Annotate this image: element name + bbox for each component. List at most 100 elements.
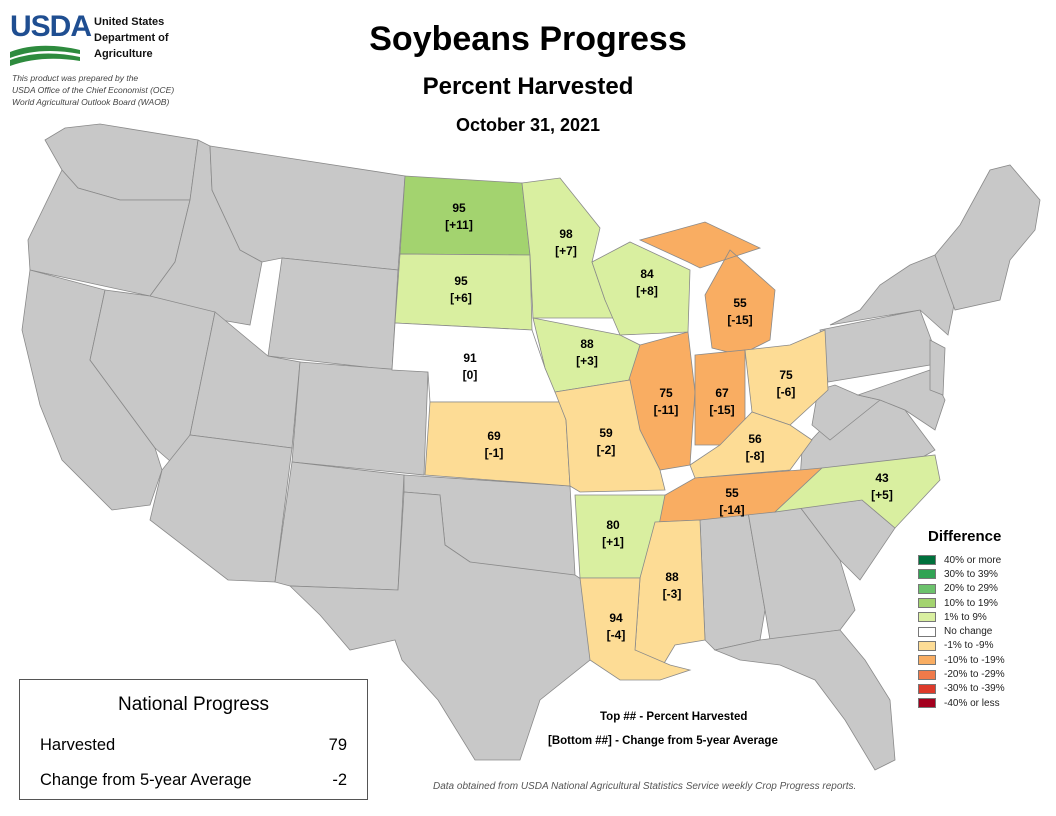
state-value-sd: 95	[454, 274, 468, 288]
legend-label: -30% to -39%	[944, 683, 1005, 695]
state-value-nd: 95	[452, 201, 466, 215]
legend-swatch	[918, 583, 936, 594]
state-mo	[554, 379, 666, 493]
state-utah	[189, 311, 301, 449]
state-value-ia: 88	[580, 337, 594, 351]
legend-swatch	[918, 555, 936, 566]
state-value-ky: 56	[748, 432, 762, 446]
legend-label: 20% to 29%	[944, 583, 998, 595]
state-diff-ms: [-3]	[663, 587, 682, 601]
state-la	[579, 577, 692, 681]
legend-label: -10% to -19%	[944, 654, 1005, 666]
state-arizona	[149, 434, 293, 583]
change-label: Change from 5-year Average	[40, 771, 252, 789]
legend-item: 40% or more	[918, 553, 1038, 567]
state-mi	[638, 221, 776, 356]
legend-swatch	[918, 612, 936, 623]
state-new-mexico	[274, 461, 405, 591]
key-bottom-label: [Bottom ##] - Change from 5-year Average	[548, 735, 778, 747]
legend-item: -40% or less	[918, 696, 1038, 710]
legend-swatch	[918, 655, 936, 666]
state-diff-il: [-11]	[654, 403, 679, 417]
legend-items: 40% or more 30% to 39% 20% to 29% 10% to 19…	[918, 553, 1038, 710]
state-diff-nc: [+5]	[871, 488, 893, 502]
harvested-label: Harvested	[40, 736, 116, 754]
legend-swatch	[918, 669, 936, 680]
state-value-tn: 55	[725, 486, 739, 500]
state-diff-nd: [+11]	[445, 218, 473, 232]
state-diff-sd: [+6]	[450, 291, 472, 305]
state-ks	[424, 401, 571, 487]
legend-label: 40% or more	[944, 554, 1002, 566]
legend-item: -1% to -9%	[918, 639, 1038, 653]
legend-label: No change	[944, 626, 993, 638]
state-diff-mi: [-15]	[727, 313, 752, 327]
state-value-oh: 75	[779, 368, 793, 382]
state-diff-ky: [-8]	[746, 449, 765, 463]
legend-swatch	[918, 598, 936, 609]
state-value-wi: 84	[640, 267, 654, 281]
state-diff-in: [-15]	[709, 403, 734, 417]
legend-item: -30% to -39%	[918, 682, 1038, 696]
state-diff-la: [-4]	[607, 628, 626, 642]
legend-item: -20% to -29%	[918, 667, 1038, 681]
source-note: Data obtained from USDA National Agricul…	[433, 781, 857, 792]
legend-label: 30% to 39%	[944, 568, 998, 580]
legend-swatch	[918, 626, 936, 637]
legend-item: 10% to 19%	[918, 596, 1038, 610]
state-value-mi: 55	[733, 296, 747, 310]
state-diff-mn: [+7]	[555, 244, 577, 258]
legend-label: 10% to 19%	[944, 597, 998, 609]
state-diff-ia: [+3]	[576, 354, 598, 368]
legend-item: -10% to -19%	[918, 653, 1038, 667]
state-value-ms: 88	[665, 570, 679, 584]
prepared-by-note: This product was prepared by the USDA Of…	[12, 73, 175, 107]
reported-states	[391, 175, 941, 681]
difference-legend: Difference 40% or more 30% to 39% 20% to 2…	[918, 528, 1038, 710]
legend-label: -1% to -9%	[944, 640, 994, 652]
key-top-label: Top ## - Percent Harvested	[600, 711, 748, 723]
state-value-nc: 43	[875, 471, 889, 485]
state-pennsylvania	[819, 309, 936, 383]
no-data-states	[21, 123, 1041, 771]
state-diff-tn: [-14]	[719, 503, 744, 517]
legend-swatch	[918, 683, 936, 694]
legend-item: 30% to 39%	[918, 567, 1038, 581]
state-value-labels: 95 [+11] 95 [+6] 98 [+7] 84 [+8] 55 [-15] 91 [0] 88 […	[445, 201, 893, 642]
state-value-ar: 80	[606, 518, 620, 532]
national-progress-title: National Progress	[117, 694, 270, 715]
state-texas	[288, 491, 591, 761]
usda-logo-text: USDA	[10, 10, 92, 43]
usda-logo-field-icon	[10, 45, 80, 66]
legend-swatch	[918, 640, 936, 651]
legend-label: 1% to 9%	[944, 611, 987, 623]
state-new-jersey	[929, 339, 946, 396]
legend-swatch	[918, 569, 936, 580]
state-wyoming	[267, 257, 399, 371]
state-diff-wi: [+8]	[636, 284, 658, 298]
state-nc	[773, 454, 941, 529]
state-value-ks: 69	[487, 429, 501, 443]
map-date: October 31, 2021	[455, 115, 601, 135]
state-value-mo: 59	[599, 426, 613, 440]
legend-label: -40% or less	[944, 697, 1000, 709]
legend-label: -20% to -29%	[944, 669, 1005, 681]
map-title: Soybeans Progress	[369, 20, 687, 58]
legend-swatch	[918, 698, 936, 709]
change-value: -2	[332, 771, 347, 789]
legend-item: 20% to 29%	[918, 582, 1038, 596]
map-subtitle: Percent Harvested	[422, 73, 634, 100]
usda-logo: USDA United States Department of Agricul…	[10, 10, 180, 66]
state-colorado	[291, 361, 429, 476]
state-value-il: 75	[659, 386, 673, 400]
state-value-mn: 98	[559, 227, 573, 241]
state-value-in: 67	[715, 386, 729, 400]
change-row: Change from 5-year Average -2	[40, 771, 347, 790]
harvested-value: 79	[328, 736, 347, 754]
state-diff-mo: [-2]	[597, 443, 616, 457]
state-value-la: 94	[609, 611, 623, 625]
state-new-england	[934, 164, 1041, 311]
state-value-ne: 91	[463, 351, 477, 365]
agency-name: United States Department of Agriculture	[94, 16, 169, 60]
